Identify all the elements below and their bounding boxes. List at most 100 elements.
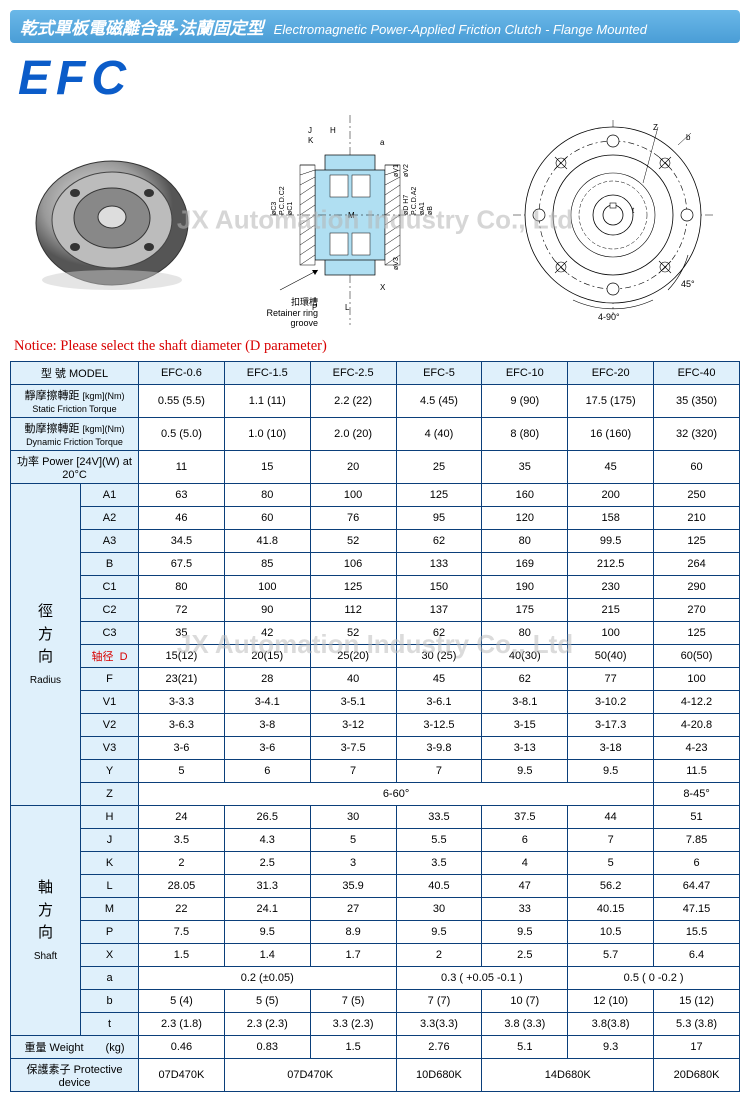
cell: 11.5 xyxy=(654,760,740,783)
param-label: V3 xyxy=(81,737,139,760)
table-row: V13-3.33-4.13-5.13-6.13-8.13-10.24-12.2 xyxy=(11,691,740,714)
front-view-diagram: 45° 4-90° Z b t xyxy=(503,115,723,325)
cell: 28.05 xyxy=(139,875,225,898)
table-row: V23-6.33-83-123-12.53-153-17.34-20.8 xyxy=(11,714,740,737)
power-label: 功率 Power [24V](W) at 20°C xyxy=(11,451,139,484)
cell: 80 xyxy=(482,622,568,645)
model-col: EFC-2.5 xyxy=(310,362,396,385)
param-label: a xyxy=(81,967,139,990)
param-label: M xyxy=(81,898,139,921)
logo-row: EFC xyxy=(10,51,740,106)
cell: 4.3 xyxy=(224,829,310,852)
cell: 20D680K xyxy=(654,1059,740,1092)
param-label: A3 xyxy=(81,530,139,553)
cell: 0.2 (±0.05) xyxy=(139,967,397,990)
cell: 72 xyxy=(139,599,225,622)
cell: 160 xyxy=(482,484,568,507)
table-row: L28.0531.335.940.54756.264.47 xyxy=(11,875,740,898)
cell: 60 xyxy=(224,507,310,530)
svg-text:K: K xyxy=(308,136,314,145)
cell: 290 xyxy=(654,576,740,599)
param-label: X xyxy=(81,944,139,967)
svg-text:M: M xyxy=(348,211,355,220)
table-row: b5 (4)5 (5)7 (5)7 (7)10 (7)12 (10)15 (12… xyxy=(11,990,740,1013)
cell: 30 xyxy=(396,898,482,921)
cell: 67.5 xyxy=(139,553,225,576)
cell: 112 xyxy=(310,599,396,622)
cell: 52 xyxy=(310,622,396,645)
param-label: t xyxy=(81,1013,139,1036)
cell: 56.2 xyxy=(568,875,654,898)
cell: 3-7.5 xyxy=(310,737,396,760)
cell: 25(20) xyxy=(310,645,396,668)
cell: 137 xyxy=(396,599,482,622)
efc-logo: EFC xyxy=(18,51,132,106)
cell: 0.5 ( 0 -0.2 ) xyxy=(568,967,740,990)
cell: 99.5 xyxy=(568,530,654,553)
cell: 40(30) xyxy=(482,645,568,668)
cell: 6 xyxy=(224,760,310,783)
table-row: M2224.127303340.1547.15 xyxy=(11,898,740,921)
group-label: 軸方向Shaft xyxy=(11,806,81,1036)
cell: 175 xyxy=(482,599,568,622)
notice-text: Notice: Please select the shaft diameter… xyxy=(14,338,740,355)
cell: 3-8.1 xyxy=(482,691,568,714)
cell: 3-18 xyxy=(568,737,654,760)
cell: 4-23 xyxy=(654,737,740,760)
param-label: b xyxy=(81,990,139,1013)
cell: 5 xyxy=(310,829,396,852)
cell: 2 xyxy=(139,852,225,875)
cell: 3.8(3.8) xyxy=(568,1013,654,1036)
table-row: 轴径 D15(12)20(15)25(20)30 (25)40(30)50(40… xyxy=(11,645,740,668)
cell: 2 xyxy=(396,944,482,967)
cell: 7.5 xyxy=(139,921,225,944)
table-row: B67.585106133169212.5264 xyxy=(11,553,740,576)
cell: 90 xyxy=(224,599,310,622)
cell: 0.5 (5.0) xyxy=(139,418,225,451)
cell: 1.1 (11) xyxy=(224,385,310,418)
cell: 46 xyxy=(139,507,225,530)
cell: 40.5 xyxy=(396,875,482,898)
cell: 7 xyxy=(310,760,396,783)
cell: 14D680K xyxy=(482,1059,654,1092)
svg-text:øC1: øC1 xyxy=(287,202,294,215)
cell: 150 xyxy=(396,576,482,599)
cell: 3-17.3 xyxy=(568,714,654,737)
angle-490: 4-90° xyxy=(598,312,620,322)
cell: 17.5 (175) xyxy=(568,385,654,418)
param-label: A1 xyxy=(81,484,139,507)
cell: 33 xyxy=(482,898,568,921)
model-col: EFC-40 xyxy=(654,362,740,385)
cell: 34.5 xyxy=(139,530,225,553)
cell: 0.83 xyxy=(224,1036,310,1059)
param-label: Z xyxy=(81,783,139,806)
cell: 30 (25) xyxy=(396,645,482,668)
header-title-cn: 乾式單板電磁離合器-法蘭固定型 xyxy=(20,14,264,39)
cell: 32 (320) xyxy=(654,418,740,451)
param-label: C3 xyxy=(81,622,139,645)
cell: 26.5 xyxy=(224,806,310,829)
cell: 37.5 xyxy=(482,806,568,829)
table-row: A334.541.852628099.5125 xyxy=(11,530,740,553)
param-label: B xyxy=(81,553,139,576)
cell: 3-6.3 xyxy=(139,714,225,737)
cell: 17 xyxy=(654,1036,740,1059)
table-row: C27290112137175215270 xyxy=(11,599,740,622)
cell: 2.76 xyxy=(396,1036,482,1059)
table-row: V33-63-63-7.53-9.83-133-184-23 xyxy=(11,737,740,760)
cell: 9.5 xyxy=(396,921,482,944)
cell: 64.47 xyxy=(654,875,740,898)
power-row: 功率 Power [24V](W) at 20°C 11 15 20 25 35… xyxy=(11,451,740,484)
model-col: EFC-5 xyxy=(396,362,482,385)
cell: 133 xyxy=(396,553,482,576)
cell: 15 xyxy=(224,451,310,484)
cell: 7 xyxy=(396,760,482,783)
cell: 210 xyxy=(654,507,740,530)
header-bar: 乾式單板電磁離合器-法蘭固定型 Electromagnetic Power-Ap… xyxy=(10,10,740,43)
table-row: 軸方向ShaftH2426.53033.537.54451 xyxy=(11,806,740,829)
cell: 250 xyxy=(654,484,740,507)
cell: 12 (10) xyxy=(568,990,654,1013)
model-col: EFC-20 xyxy=(568,362,654,385)
param-label: V1 xyxy=(81,691,139,714)
svg-text:L: L xyxy=(345,303,350,312)
